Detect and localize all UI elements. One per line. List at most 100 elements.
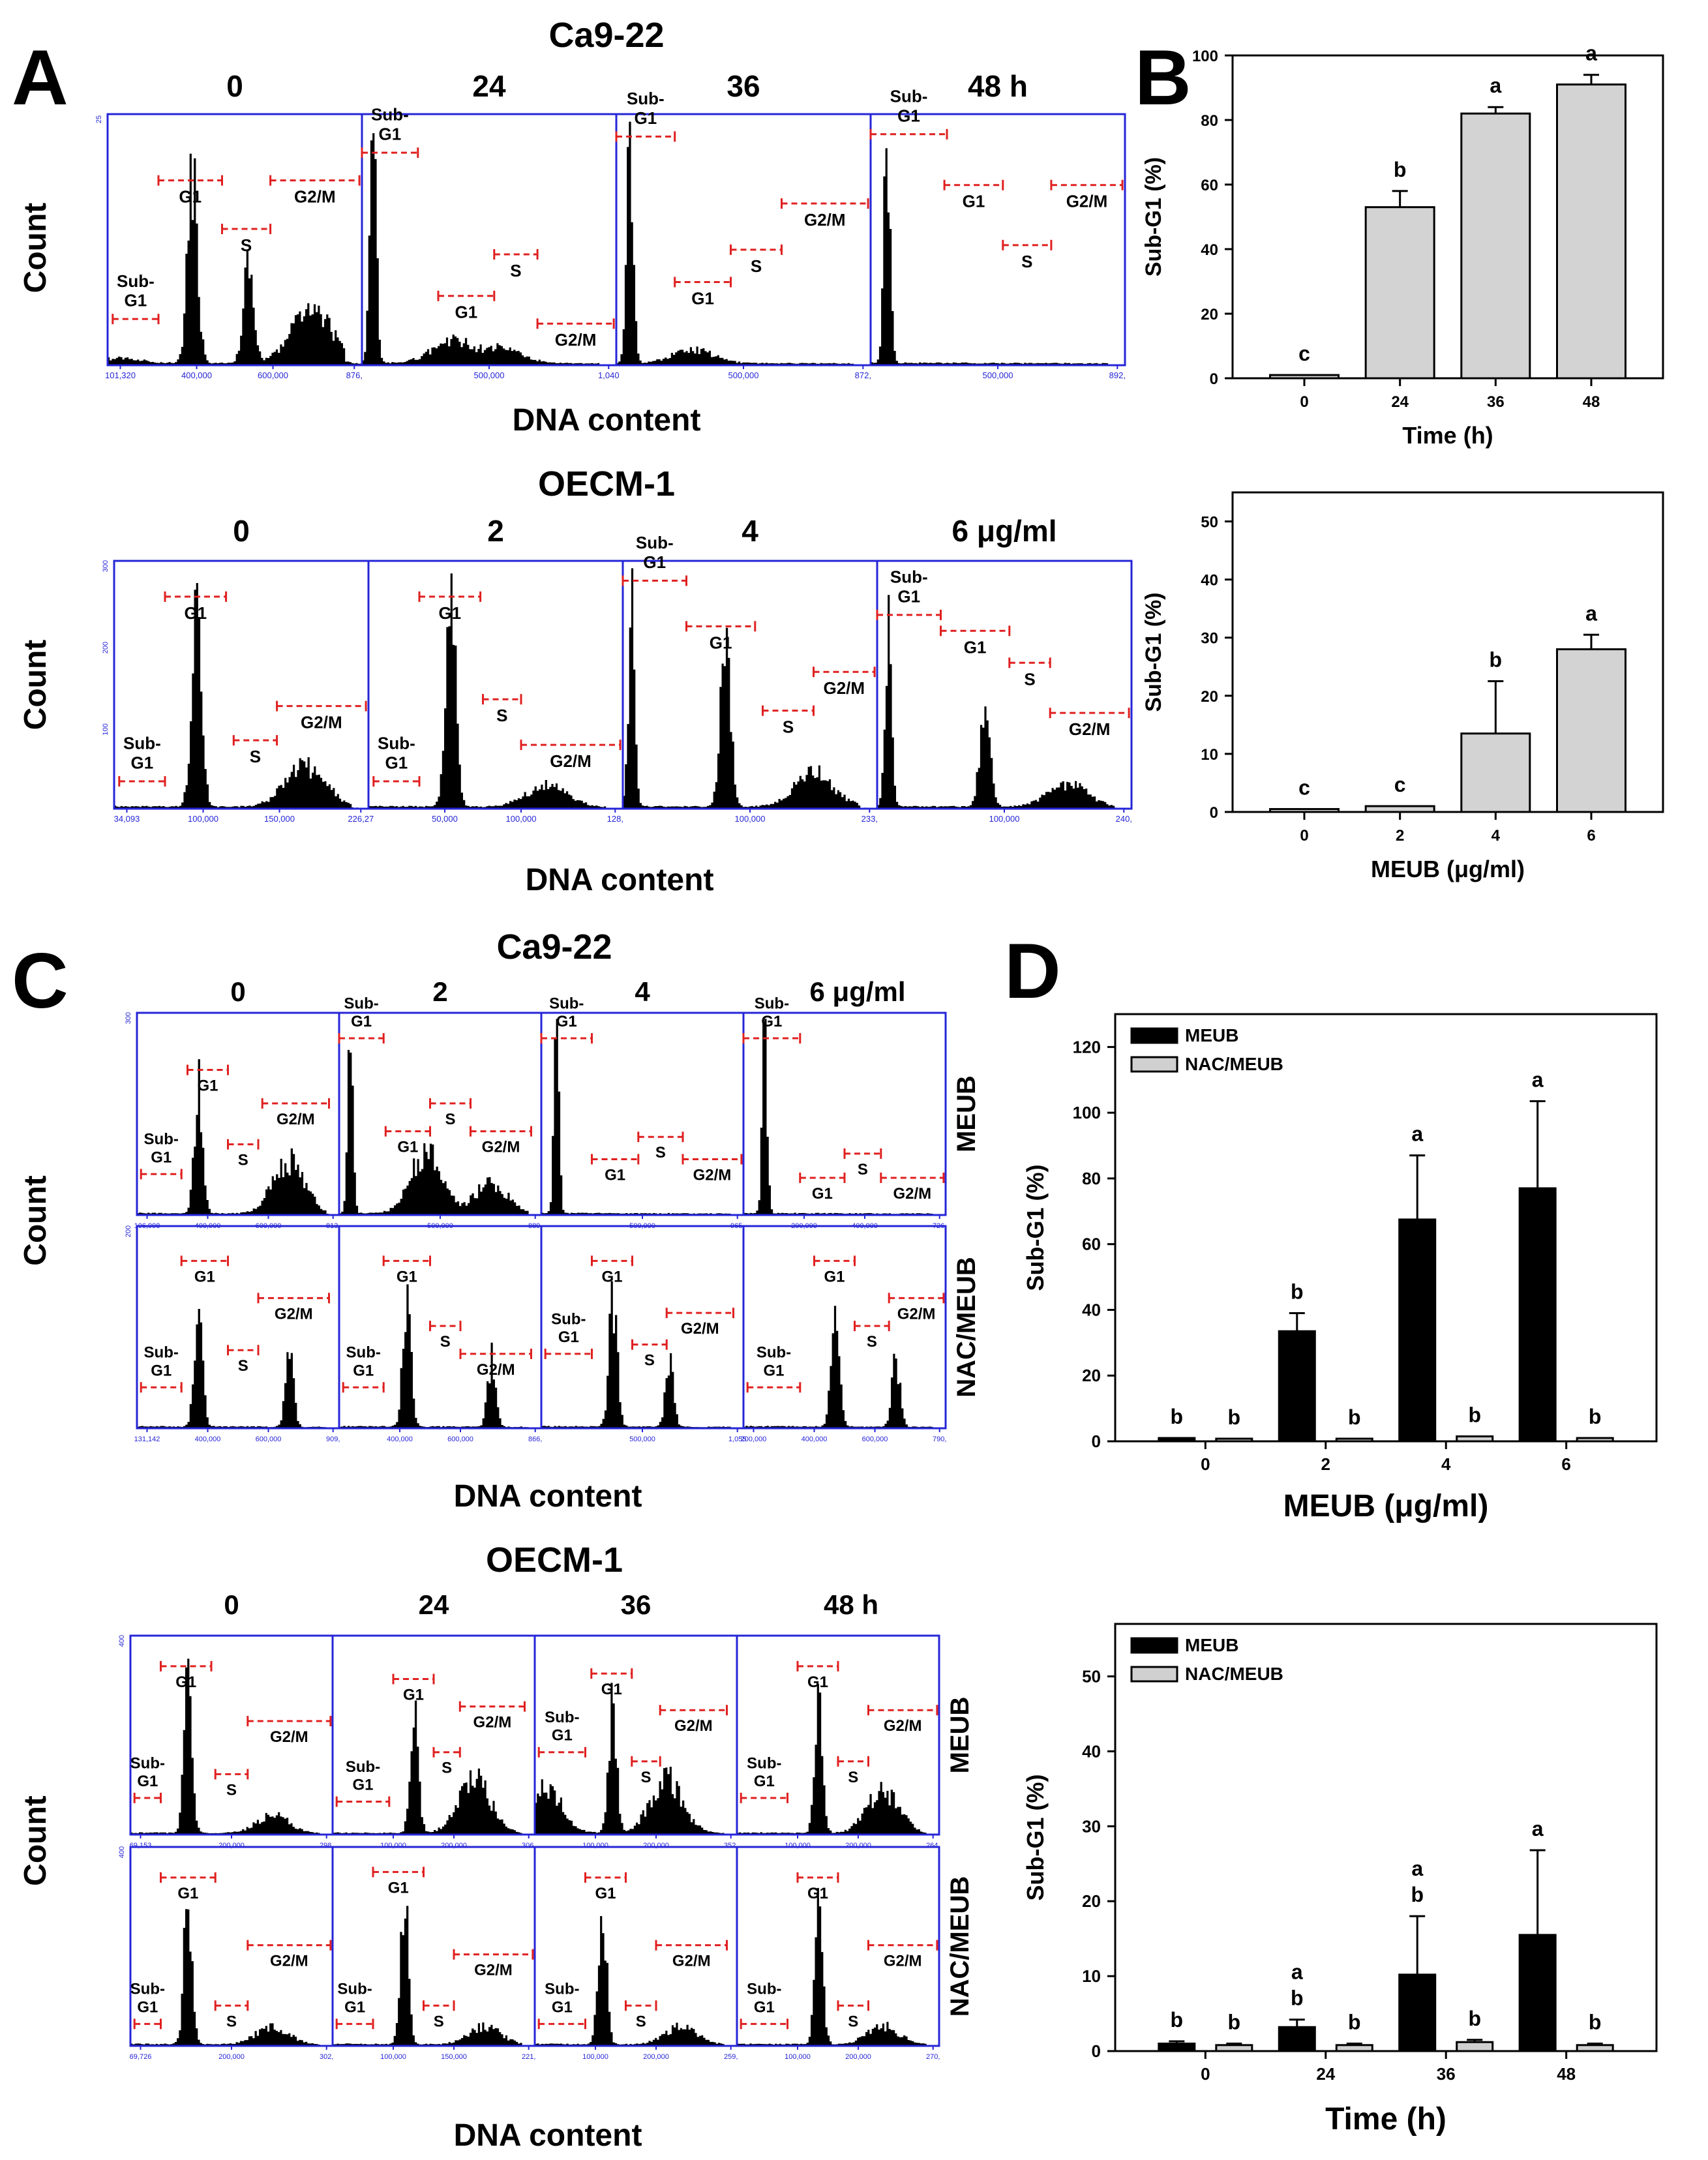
histogram-xtick-label: 872,: [855, 370, 871, 380]
gate-label: G2/M: [277, 1111, 315, 1128]
gate-label-sub: Sub-: [545, 1981, 579, 1998]
x-axis-label: DNA content: [454, 2118, 642, 2153]
histogram-bars: [871, 148, 1125, 365]
gate-label: G1: [963, 192, 985, 211]
histogram-ytick-label: 200: [102, 642, 110, 653]
x-axis-label: DNA content: [526, 863, 714, 897]
gate-label-sub: G1: [552, 1998, 573, 2016]
xtick-label: 0: [1300, 827, 1308, 845]
gate-label-sub: Sub-: [371, 105, 409, 125]
histogram-ytick-label: 300: [125, 1012, 132, 1024]
histogram-bars: [535, 1683, 737, 1835]
histogram-bars: [368, 573, 623, 809]
gate-label: G2/M: [693, 1166, 732, 1184]
y-axis-label: Sub-G1 (%): [1141, 157, 1166, 277]
column-label: 36: [621, 1589, 652, 1620]
xtick-label: 6: [1587, 827, 1595, 845]
histogram-xtick-label: 306,: [522, 1842, 535, 1850]
gate-label: G2/M: [474, 1962, 513, 1979]
gate-label: G2/M: [555, 330, 597, 350]
gate-label-sub: Sub-: [747, 1981, 781, 1998]
bar: [1335, 1437, 1373, 1443]
ytick-label: 0: [1092, 1432, 1101, 1451]
xtick-label: 48: [1583, 393, 1600, 411]
histogram-xtick-label: 270,: [926, 2053, 940, 2061]
gate-label-sub: G1: [643, 552, 666, 572]
histogram-xtick-label: 101,320: [105, 370, 136, 380]
bar: [1278, 2026, 1316, 2052]
histogram-xtick-label: 302,: [320, 2053, 333, 2061]
column-label: 0: [230, 976, 245, 1007]
ytick-label: 50: [1082, 1666, 1101, 1686]
gate-label: G1: [397, 1139, 418, 1156]
gate-label-sub: G1: [125, 291, 147, 310]
cell-line-title: Ca9-22: [496, 927, 612, 967]
significance-letter: b: [1411, 1883, 1424, 1906]
histogram-xtick-label: 500,000: [728, 370, 759, 380]
histogram-xtick-label: 1,040: [598, 370, 620, 380]
significance-letter: a: [1585, 601, 1597, 625]
gate-label: G1: [403, 1686, 424, 1703]
plot-frame: [1114, 1623, 1658, 2052]
histogram-xtick-label: 200,000: [218, 2053, 245, 2061]
column-label: 0: [233, 514, 250, 548]
histogram-frame: [742, 1012, 947, 1216]
bar: [1556, 648, 1626, 813]
histogram-frame: [869, 113, 1126, 367]
ytick-label: 80: [1201, 112, 1218, 130]
histogram-bars: [108, 153, 362, 365]
gate-label: G1: [812, 1185, 833, 1203]
column-label: 36: [727, 69, 760, 103]
gate-label-sub: G1: [137, 1998, 158, 2016]
gate-label: G1: [691, 288, 714, 308]
histogram-xtick-label: 400,000: [387, 1435, 413, 1443]
gate-label: G2/M: [824, 678, 865, 698]
gate-label-sub: Sub-: [144, 1131, 179, 1148]
histogram-panel: 300 200 100 34,093 100,000 150,000 226,27 G1 S G2…: [102, 560, 374, 824]
bar: [1278, 1330, 1316, 1443]
histogram-xtick-label: 600,000: [447, 1435, 473, 1443]
gate-label-sub: Sub-: [755, 995, 789, 1012]
histogram-xtick-label: 100,000: [188, 814, 218, 824]
panel-letter-b: B: [1135, 34, 1191, 121]
gate-label: G2/M: [550, 751, 592, 771]
histogram-xtick-label: 100,000: [989, 814, 1020, 824]
column-label: 6 μg/ml: [951, 514, 1056, 548]
significance-letter: b: [1171, 1405, 1184, 1428]
bar: [1269, 808, 1340, 813]
gate-label-sub: G1: [151, 1148, 172, 1166]
histogram-xtick-label: 34,093: [114, 814, 140, 824]
histogram-bars: [541, 1019, 743, 1215]
bar-chart: 0 20 40 60 80 100 120 0 b b 2 b b 4 a b 6 a b Sub-G1 (%) MEU…: [1022, 1013, 1658, 1523]
histogram-xtick-label: 128,: [607, 814, 623, 824]
significance-letter: a: [1585, 42, 1597, 65]
x-axis-label: MEUB (μg/ml): [1283, 1489, 1489, 1523]
column-label: 2: [487, 514, 504, 548]
gate-label: G1: [388, 1879, 409, 1897]
panel-letter-a: A: [12, 34, 68, 121]
histogram-xtick-label: 200,000: [218, 1842, 245, 1850]
xtick-label: 0: [1201, 2064, 1210, 2084]
gate-label: G2/M: [294, 187, 336, 207]
histogram-xtick-label: 100,000: [506, 814, 537, 824]
gate-label-sub: G1: [151, 1362, 172, 1379]
significance-letter: c: [1298, 776, 1310, 800]
histogram-xtick-label: 200,000: [741, 1435, 767, 1443]
gate-label-sub: Sub-: [549, 995, 584, 1012]
histogram-bars: [333, 1700, 535, 1835]
gate-label: G2/M: [477, 1361, 515, 1379]
gate-label-sub: Sub-: [130, 1981, 165, 1998]
gate-label-sub: Sub-: [378, 734, 415, 753]
row-label: MEUB: [946, 1697, 974, 1774]
gate-label: G1: [438, 603, 461, 623]
gate-label: G2/M: [681, 1320, 719, 1338]
gate-label: S: [440, 1333, 451, 1351]
significance-letter: a: [1411, 1122, 1423, 1146]
gate-label-sub: G1: [137, 1773, 158, 1790]
